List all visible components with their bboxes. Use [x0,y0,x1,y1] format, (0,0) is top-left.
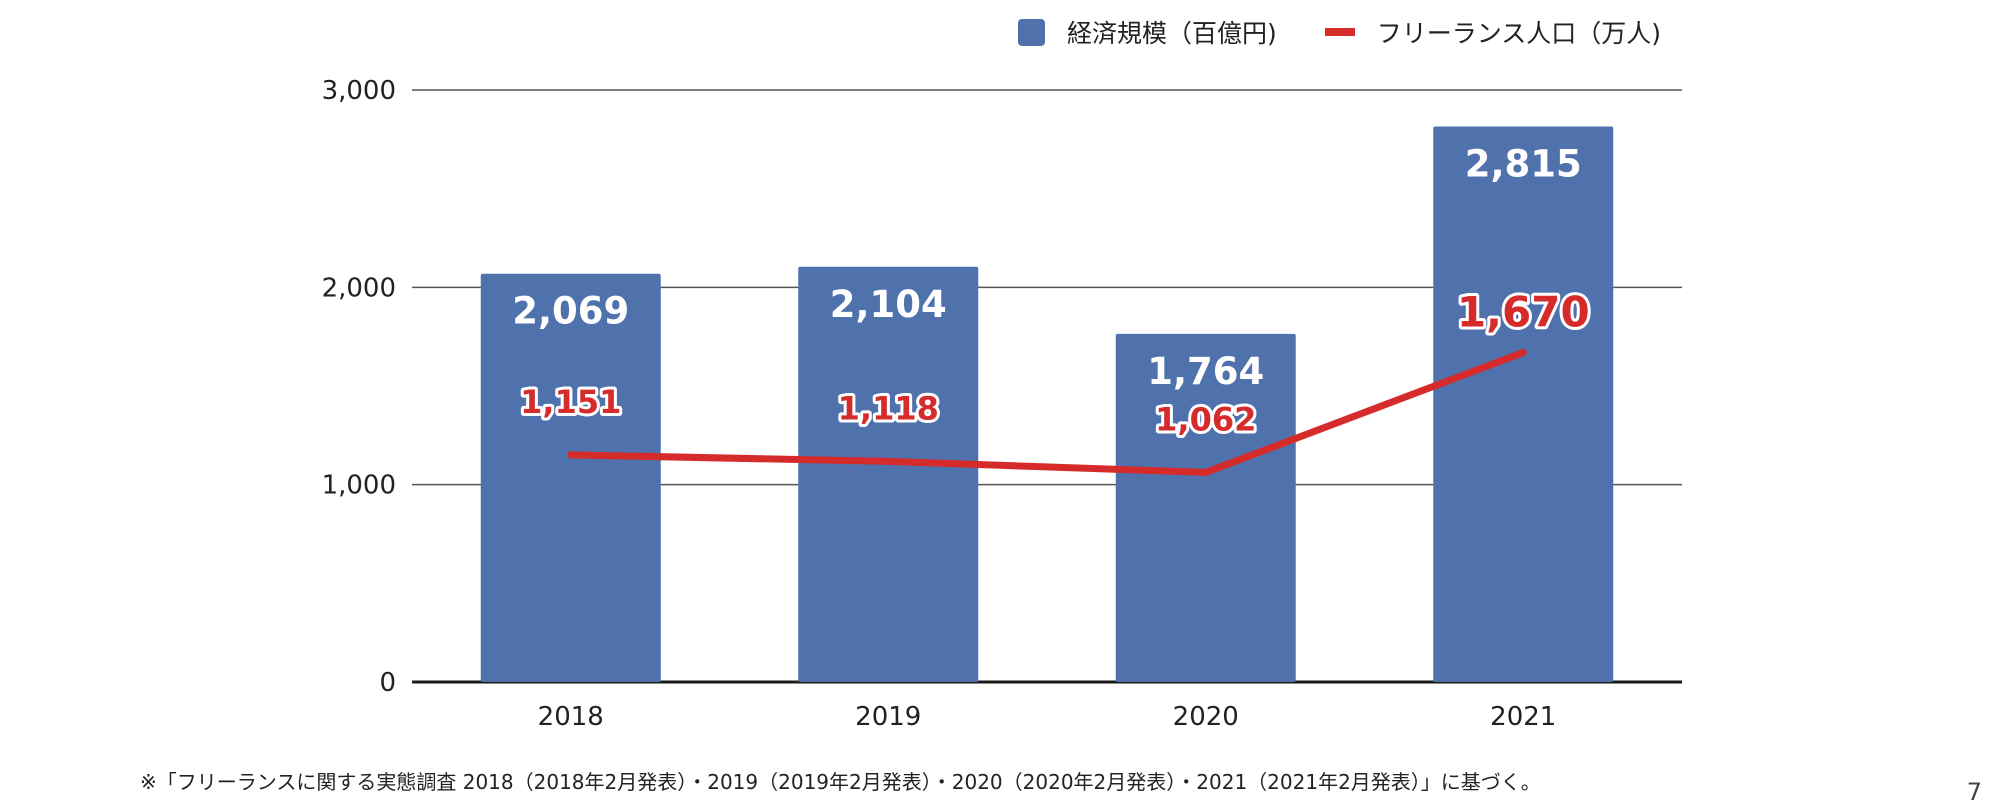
bar-value-label: 1,764 [1147,350,1264,393]
x-tick-label: 2018 [538,702,604,732]
y-tick-label: 0 [379,668,396,698]
grid-layer: 0 1,000 2,000 3,000 2018 2019 2020 2021 [322,76,1682,732]
bar [1115,333,1296,682]
line-value-label: 1,118 [838,389,939,427]
bar [798,266,979,682]
legend-line-swatch [1324,28,1355,36]
line-series [567,348,1527,476]
bar [1433,126,1614,683]
line-point [884,457,892,465]
bar-value-label: 2,104 [830,283,947,326]
y-tick-label: 2,000 [322,273,396,303]
y-tick-label: 3,000 [322,76,396,106]
footnote: ※「フリーランスに関する実態調査 2018（2018年2月発表）・2019（20… [140,770,1541,794]
bar-value-label: 2,815 [1465,143,1582,186]
legend-line-label: フリーランス人口（万人) [1376,19,1662,48]
line-value-label: 1,670 [1457,287,1590,336]
line-point [1202,468,1210,476]
line-value-label: 1,151 [520,383,621,421]
y-tick-label: 1,000 [322,471,396,501]
line-value-label: 1,062 [1155,400,1256,438]
legend-item-line: フリーランス人口（万人) [1324,14,1662,50]
line-point [1519,348,1527,356]
legend-item-bar: 経済規模（百億円) [1018,14,1277,50]
line-point [567,451,575,459]
x-tick-label: 2019 [855,702,921,732]
page-number: 7 [1966,778,1982,806]
bar-value-label: 2,069 [512,290,629,333]
bar [480,273,661,682]
x-tick-label: 2020 [1173,702,1239,732]
legend: 経済規模（百億円) フリーランス人口（万人) [1018,14,1709,50]
label-layer: 2,069 2,104 1,764 2,815 1,151 1,118 1,062 1,670 [512,143,1592,442]
line-layer [567,348,1527,476]
legend-bar-label: 経済規模（百億円) [1067,19,1277,48]
bar-layer [480,126,1614,683]
legend-bar-swatch [1018,18,1045,46]
x-tick-label: 2021 [1490,702,1556,732]
